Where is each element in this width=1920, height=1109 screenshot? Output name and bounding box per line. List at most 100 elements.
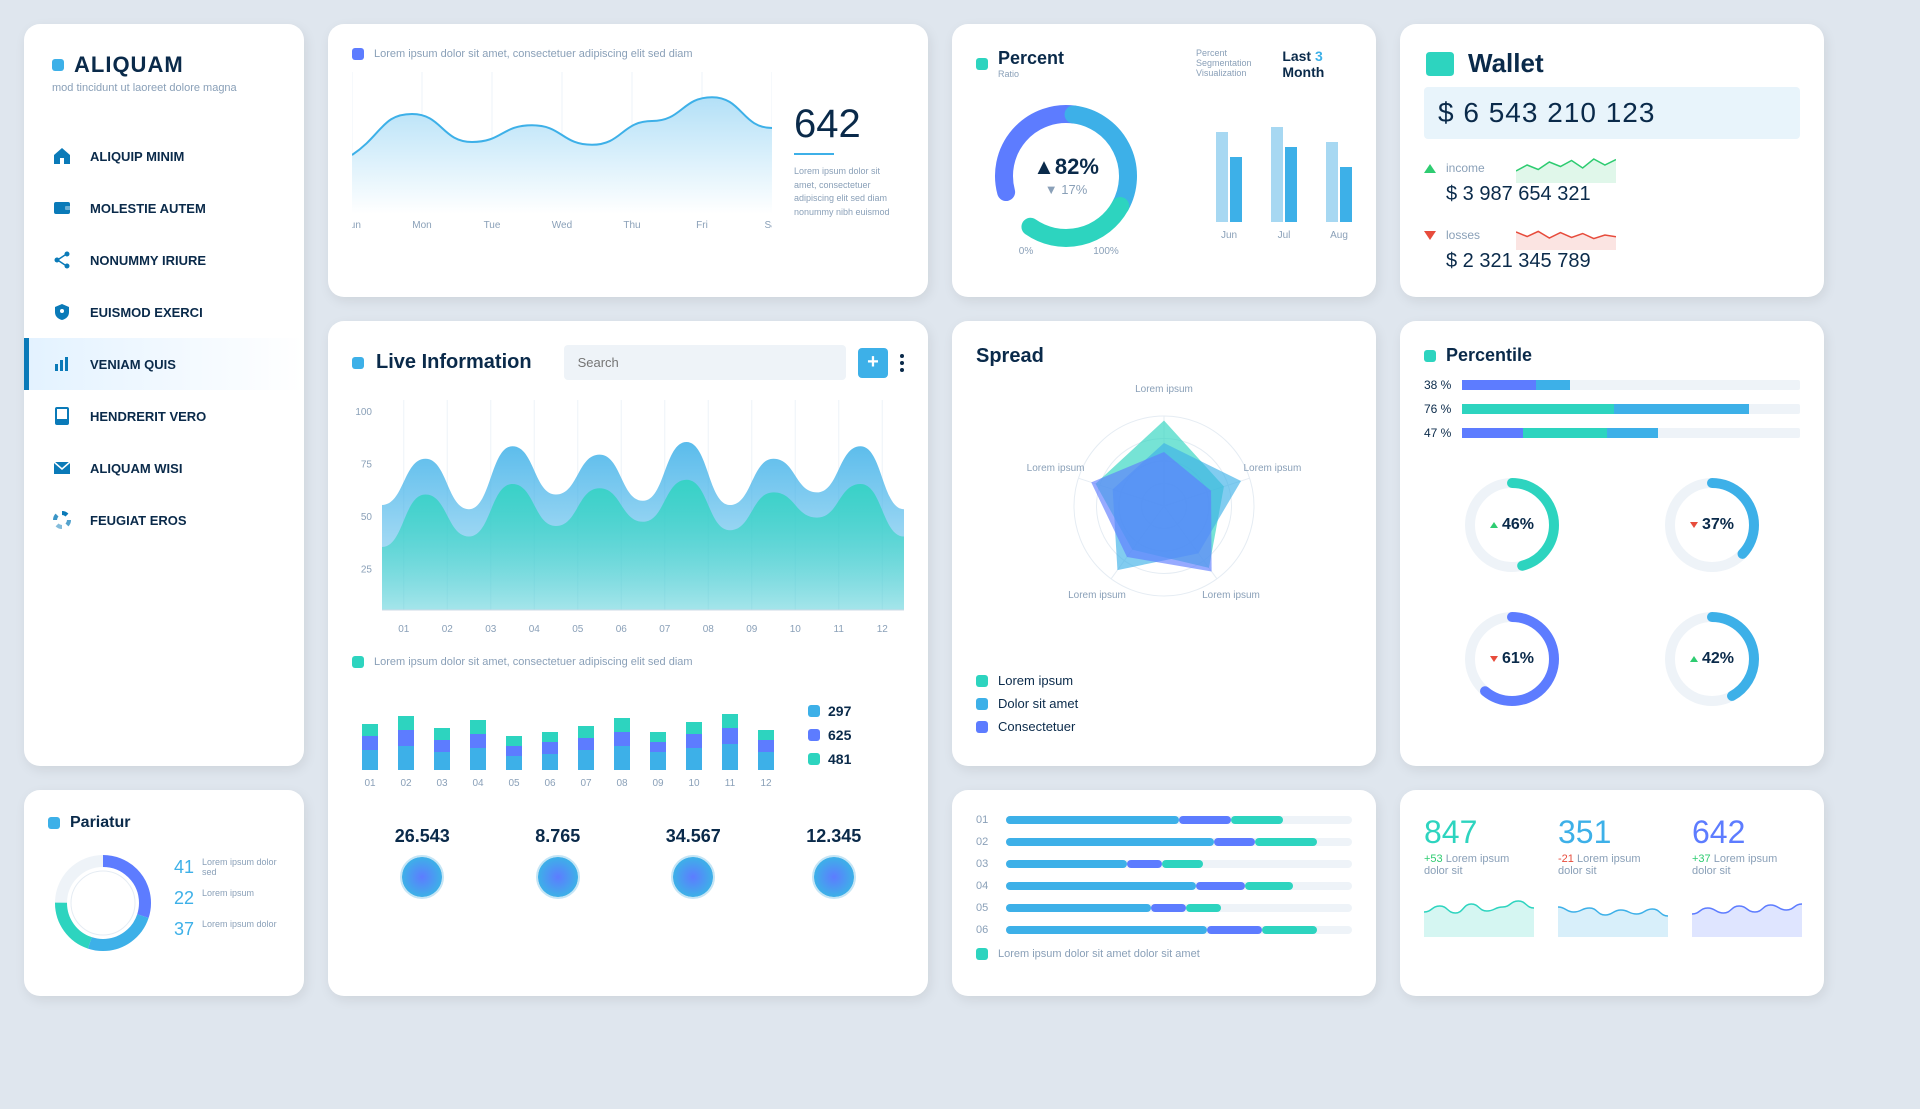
sidebar-item-wallet[interactable]: MOLESTIE AUTEM bbox=[24, 182, 304, 234]
svg-text:02: 02 bbox=[400, 778, 412, 789]
area-chart: SunMonTueWedThuFriSat bbox=[352, 72, 772, 232]
percentile-card: Percentile 38 %76 %47 % 46%37%61%42% bbox=[1400, 321, 1824, 766]
svg-text:Thu: Thu bbox=[623, 220, 640, 231]
svg-text:Lorem ipsum: Lorem ipsum bbox=[1135, 384, 1193, 395]
pariatur-ring bbox=[48, 848, 158, 958]
sidebar-item-share[interactable]: NONUMMY IRIURE bbox=[24, 234, 304, 286]
top-area-card: Lorem ipsum dolor sit amet, consectetuer… bbox=[328, 24, 928, 297]
legend-text: Lorem ipsum dolor sit amet, consectetuer… bbox=[374, 48, 693, 60]
sidebar-item-chart[interactable]: VENIAM QUIS bbox=[24, 338, 304, 390]
percent-subtitle: Ratio bbox=[998, 69, 1064, 79]
add-button[interactable]: + bbox=[858, 348, 888, 378]
stats-row: 26.5438.76534.56712.345 bbox=[352, 810, 904, 899]
share-icon bbox=[52, 250, 72, 270]
percent-swatch bbox=[976, 58, 988, 70]
sidebar-item-loader[interactable]: FEUGIAT EROS bbox=[24, 494, 304, 546]
svg-text:Tue: Tue bbox=[484, 220, 501, 231]
brand-icon bbox=[52, 59, 64, 71]
bar-legend-swatch bbox=[352, 656, 364, 668]
wallet-icon bbox=[1424, 50, 1456, 78]
percent-bars: JunJulAug bbox=[1196, 92, 1366, 242]
svg-text:02: 02 bbox=[442, 624, 454, 635]
nav-list: ALIQUIP MINIM MOLESTIE AUTEMNONUMMY IRIUR… bbox=[24, 130, 304, 546]
percent-ring: ▲82%▼ 17%0%100% bbox=[976, 91, 1156, 261]
income-label: income bbox=[1446, 161, 1506, 175]
svg-text:Lorem ipsum: Lorem ipsum bbox=[1027, 463, 1085, 474]
svg-text:▲82%: ▲82% bbox=[1033, 154, 1099, 179]
svg-text:09: 09 bbox=[652, 778, 664, 789]
brand: ALIQUAM mod tincidunt ut laoreet dolore … bbox=[24, 52, 304, 114]
percent-card: Percent Ratio ▲82%▼ 17%0%100% Percent Se… bbox=[952, 24, 1376, 297]
sidebar-item-shield[interactable]: EUISMOD EXERCI bbox=[24, 286, 304, 338]
nav-label: ALIQUIP MINIM bbox=[90, 149, 184, 164]
donut: 46% bbox=[1424, 470, 1600, 580]
loader-icon bbox=[52, 510, 72, 530]
svg-text:12: 12 bbox=[877, 624, 889, 635]
svg-text:Mon: Mon bbox=[412, 220, 431, 231]
brand-title: ALIQUAM bbox=[74, 52, 184, 78]
nav-label: ALIQUAM WISI bbox=[90, 461, 182, 476]
mail-icon bbox=[52, 458, 72, 478]
svg-text:03: 03 bbox=[485, 624, 497, 635]
up-icon bbox=[1424, 164, 1436, 173]
wallet-title: Wallet bbox=[1468, 48, 1544, 79]
down-icon bbox=[1424, 231, 1436, 240]
svg-text:Jul: Jul bbox=[1278, 230, 1291, 241]
percent-title: Percent bbox=[998, 48, 1064, 69]
svg-text:04: 04 bbox=[529, 624, 541, 635]
svg-text:100%: 100% bbox=[1093, 246, 1119, 257]
svg-text:10: 10 bbox=[790, 624, 802, 635]
svg-text:Lorem ipsum: Lorem ipsum bbox=[1244, 463, 1302, 474]
hbars-list: 010203040506 bbox=[976, 814, 1352, 936]
underline bbox=[794, 153, 834, 155]
stat-item: 12.345 bbox=[806, 826, 861, 899]
wallet-card: Wallet $ 6 543 210 123 income $ 3 987 65… bbox=[1400, 24, 1824, 297]
svg-text:12: 12 bbox=[760, 778, 772, 789]
stat-item: 34.567 bbox=[666, 826, 721, 899]
svg-text:Wed: Wed bbox=[552, 220, 572, 231]
svg-text:06: 06 bbox=[544, 778, 556, 789]
stacked-bars: 010203040506070809101112 bbox=[352, 680, 792, 790]
svg-text:Jun: Jun bbox=[1221, 230, 1237, 241]
income-sparkline bbox=[1516, 153, 1616, 183]
svg-text:25: 25 bbox=[361, 565, 373, 576]
radar-chart: Lorem ipsum Lorem ipsum Lorem ipsum Lorem i… bbox=[976, 376, 1352, 656]
hbars-card: 010203040506 Lorem ipsum dolor sit amet … bbox=[952, 790, 1376, 996]
svg-text:04: 04 bbox=[472, 778, 484, 789]
search-input[interactable] bbox=[564, 345, 846, 380]
live-title: Live Information bbox=[376, 351, 532, 374]
bar-legend-text: Lorem ipsum dolor sit amet, consectetuer… bbox=[374, 656, 693, 668]
percentile-swatch bbox=[1424, 350, 1436, 362]
donut: 61% bbox=[1424, 604, 1600, 714]
svg-text:06: 06 bbox=[616, 624, 628, 635]
tablet-icon bbox=[52, 406, 72, 426]
svg-text:05: 05 bbox=[572, 624, 584, 635]
metrics-card: 847+53 Lorem ipsum dolor sit351-21 Lorem… bbox=[1400, 790, 1824, 996]
percentile-bars: 38 %76 %47 % bbox=[1424, 378, 1800, 440]
svg-text:Lorem ipsum: Lorem ipsum bbox=[1202, 590, 1260, 601]
svg-text:11: 11 bbox=[834, 624, 845, 635]
svg-text:03: 03 bbox=[436, 778, 448, 789]
more-icon[interactable] bbox=[900, 354, 904, 372]
nav-label: FEUGIAT EROS bbox=[90, 513, 187, 528]
hbars-swatch bbox=[976, 948, 988, 960]
sidebar-item-tablet[interactable]: HENDRERIT VERO bbox=[24, 390, 304, 442]
sidebar-item-mail[interactable]: ALIQUAM WISI bbox=[24, 442, 304, 494]
donut: 42% bbox=[1624, 604, 1800, 714]
home-icon bbox=[52, 146, 72, 166]
percent-period: Last 3 Month bbox=[1282, 48, 1366, 80]
donut-grid: 46%37%61%42% bbox=[1424, 470, 1800, 714]
svg-text:08: 08 bbox=[616, 778, 628, 789]
svg-text:07: 07 bbox=[659, 624, 671, 635]
metric-item: 642+37 Lorem ipsum dolor sit bbox=[1692, 814, 1802, 972]
svg-text:Sun: Sun bbox=[352, 220, 361, 231]
percent-col2a: Percent Segmentation bbox=[1196, 48, 1282, 68]
stat-item: 8.765 bbox=[535, 826, 580, 899]
svg-text:75: 75 bbox=[361, 460, 373, 471]
hbars-footer: Lorem ipsum dolor sit amet dolor sit ame… bbox=[998, 948, 1200, 960]
losses-value: $ 2 321 345 789 bbox=[1446, 250, 1800, 273]
bar-legend-values: 297625481 bbox=[808, 680, 851, 790]
live-area-chart: 010203040506070809101112100755025 bbox=[352, 400, 904, 640]
spread-legend: Lorem ipsumDolor sit ametConsectetuer bbox=[976, 673, 1352, 734]
sidebar-item-home[interactable]: ALIQUIP MINIM bbox=[24, 130, 304, 182]
